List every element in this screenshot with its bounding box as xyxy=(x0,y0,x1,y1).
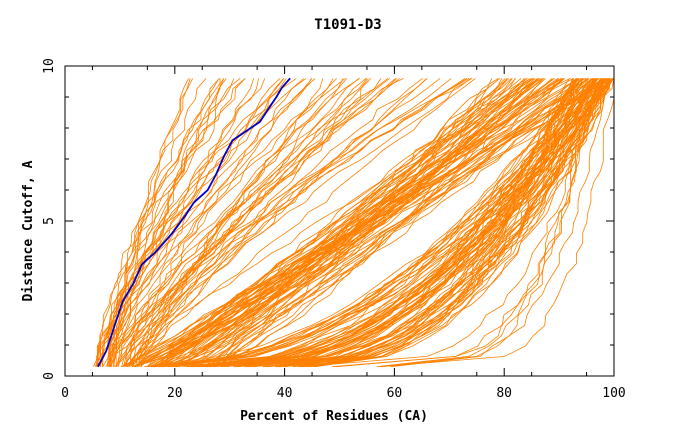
series-line-24 xyxy=(109,78,389,367)
series-line-196 xyxy=(186,78,595,368)
series-layer xyxy=(93,78,615,368)
highlight-line xyxy=(97,77,291,368)
series-line-210 xyxy=(390,78,597,368)
series-line-39 xyxy=(115,78,396,367)
series-line-50 xyxy=(117,78,346,367)
series-line-28 xyxy=(126,78,476,367)
series-line-53 xyxy=(123,78,313,367)
series-line-118 xyxy=(152,78,605,368)
series-line-120 xyxy=(213,78,493,367)
y-axis-label: Distance Cutoff, A xyxy=(21,160,36,301)
series-line-73 xyxy=(202,78,544,368)
series-line-156 xyxy=(314,78,574,368)
series-line-116 xyxy=(217,78,589,368)
series-line-92 xyxy=(167,78,516,368)
series-line-121 xyxy=(135,78,590,368)
x-tick-label-2: 40 xyxy=(277,386,293,401)
x-tick-label-1: 20 xyxy=(167,386,183,401)
series-line-104 xyxy=(218,78,608,367)
chart-title: T1091-D3 xyxy=(314,17,381,33)
series-line-75 xyxy=(166,78,508,368)
series-line-23 xyxy=(96,78,225,367)
series-line-135 xyxy=(310,78,614,368)
series-line-181 xyxy=(205,78,597,368)
series-line-211 xyxy=(379,78,615,368)
series-line-198 xyxy=(195,78,578,368)
x-tick-label-0: 0 xyxy=(61,386,69,401)
series-line-0 xyxy=(99,78,266,367)
series-line-46 xyxy=(106,78,401,367)
series-line-2 xyxy=(93,78,246,367)
series-line-108 xyxy=(170,78,580,368)
series-line-101 xyxy=(152,78,543,368)
series-line-41 xyxy=(110,78,404,367)
y-tick-label-2: 10 xyxy=(42,58,57,74)
series-line-96 xyxy=(168,78,579,368)
series-line-44 xyxy=(132,78,360,367)
series-line-203 xyxy=(168,78,579,368)
series-line-29 xyxy=(125,78,470,367)
series-line-127 xyxy=(161,78,540,368)
series-line-11 xyxy=(97,78,259,367)
series-line-184 xyxy=(283,78,610,368)
series-line-200 xyxy=(188,78,606,368)
x-axis-label: Percent of Residues (CA) xyxy=(240,409,428,424)
series-line-7 xyxy=(113,78,224,367)
series-line-202 xyxy=(244,78,596,368)
series-line-117 xyxy=(213,78,539,368)
series-line-207 xyxy=(209,78,610,368)
series-line-81 xyxy=(133,78,565,368)
series-line-124 xyxy=(197,78,500,367)
x-tick-label-3: 60 xyxy=(387,386,403,401)
series-line-52 xyxy=(122,78,397,367)
series-line-122 xyxy=(135,78,517,368)
series-line-55 xyxy=(138,78,344,367)
highlight-layer xyxy=(97,77,291,368)
series-line-22 xyxy=(111,78,193,367)
series-line-47 xyxy=(116,78,348,367)
series-line-125 xyxy=(128,78,608,367)
series-line-214 xyxy=(301,78,601,368)
series-line-21 xyxy=(109,78,220,367)
series-line-206 xyxy=(192,78,601,368)
series-line-147 xyxy=(161,78,598,368)
series-line-187 xyxy=(262,78,610,368)
x-tick-label-4: 80 xyxy=(496,386,512,401)
series-line-1 xyxy=(95,78,281,367)
series-line-31 xyxy=(130,78,473,367)
series-line-95 xyxy=(122,78,579,368)
series-line-45 xyxy=(133,78,324,367)
series-line-100 xyxy=(133,78,600,368)
series-line-212 xyxy=(332,78,601,368)
series-line-30 xyxy=(121,78,360,367)
series-line-155 xyxy=(144,78,603,368)
x-tick-label-5: 100 xyxy=(602,386,625,401)
series-line-126 xyxy=(186,78,533,368)
series-line-43 xyxy=(113,78,466,367)
y-tick-label-1: 5 xyxy=(42,217,57,225)
ticks-layer: 0 20 40 60 80 100 0 5 10 xyxy=(42,58,626,401)
series-line-40 xyxy=(107,78,337,367)
series-line-186 xyxy=(263,78,583,368)
y-tick-label-0: 0 xyxy=(42,372,57,380)
series-line-195 xyxy=(174,78,612,368)
series-line-4 xyxy=(97,78,241,367)
series-line-14 xyxy=(113,78,235,367)
series-line-6 xyxy=(102,78,207,367)
series-line-123 xyxy=(175,78,533,368)
series-line-48 xyxy=(108,78,316,367)
series-line-213 xyxy=(381,78,610,368)
series-line-119 xyxy=(184,78,559,367)
series-line-209 xyxy=(336,78,596,368)
series-line-113 xyxy=(189,78,565,368)
